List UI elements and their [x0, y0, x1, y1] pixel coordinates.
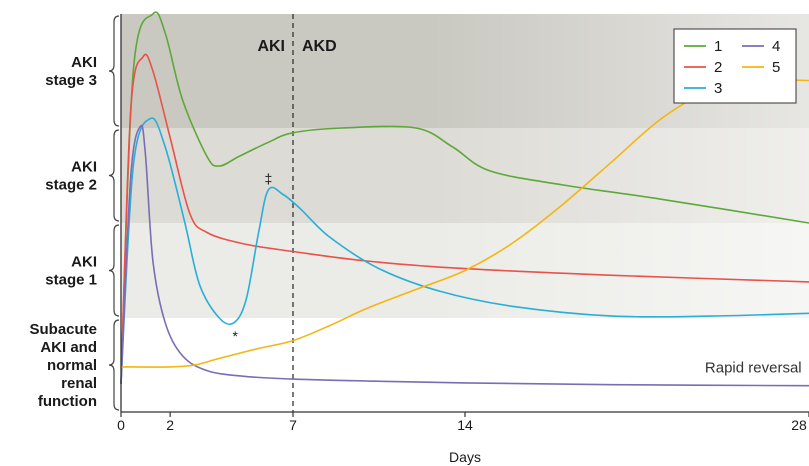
band-label-line: Subacute [29, 321, 97, 338]
legend: 1 2 3 4 5 [673, 28, 797, 104]
annotation-symbol: ‡ [265, 170, 273, 186]
legend-label-1: 1 [714, 38, 722, 55]
legend-box [673, 28, 797, 104]
band-label-line: normal [47, 357, 97, 374]
x-tick-label: 28 [791, 417, 807, 433]
band-label-line: AKI and [40, 339, 97, 356]
band-label-line: stage 1 [45, 272, 97, 289]
series-line-5 [120, 78, 809, 368]
band-label-line: function [38, 393, 97, 410]
severity-bands [121, 14, 809, 412]
legend-label-4: 4 [772, 38, 780, 55]
bracket-4 [108, 319, 120, 411]
band-4 [121, 318, 809, 412]
bracket-1 [108, 15, 120, 127]
legend-label-2: 2 [714, 59, 722, 76]
series-lines [120, 11, 809, 387]
x-tick-label: 0 [117, 417, 125, 433]
band-label-line: stage 3 [45, 72, 97, 89]
series-line-2 [120, 53, 809, 384]
bracket-3 [108, 224, 120, 317]
band-label-line: renal [61, 375, 97, 392]
series-line-4 [120, 124, 809, 387]
legend-label-3: 3 [714, 80, 722, 97]
band-label-line: AKI [71, 54, 97, 71]
phase-label-aki: AKI [257, 38, 285, 55]
annotation-rapid-reversal: Rapid reversal [705, 359, 802, 376]
x-tick-label: 14 [457, 417, 473, 433]
band-label-line: AKI [71, 254, 97, 271]
aki-akd-divider: AKI AKD [257, 14, 337, 412]
band-brackets [108, 15, 120, 411]
annotation-symbol: * [233, 328, 239, 344]
band-label-line: stage 2 [45, 177, 97, 194]
series-line-3 [120, 117, 809, 384]
band-label-line: AKI [71, 159, 97, 176]
x-tick-label: 2 [166, 417, 174, 433]
annotations: * ‡ Rapid reversal [233, 170, 802, 376]
bracket-2 [108, 129, 120, 222]
phase-label-akd: AKD [302, 38, 337, 55]
legend-label-5: 5 [772, 59, 780, 76]
series-line-1 [120, 11, 809, 384]
x-tick-label: 7 [289, 417, 297, 433]
x-axis-title: Days [449, 449, 481, 465]
